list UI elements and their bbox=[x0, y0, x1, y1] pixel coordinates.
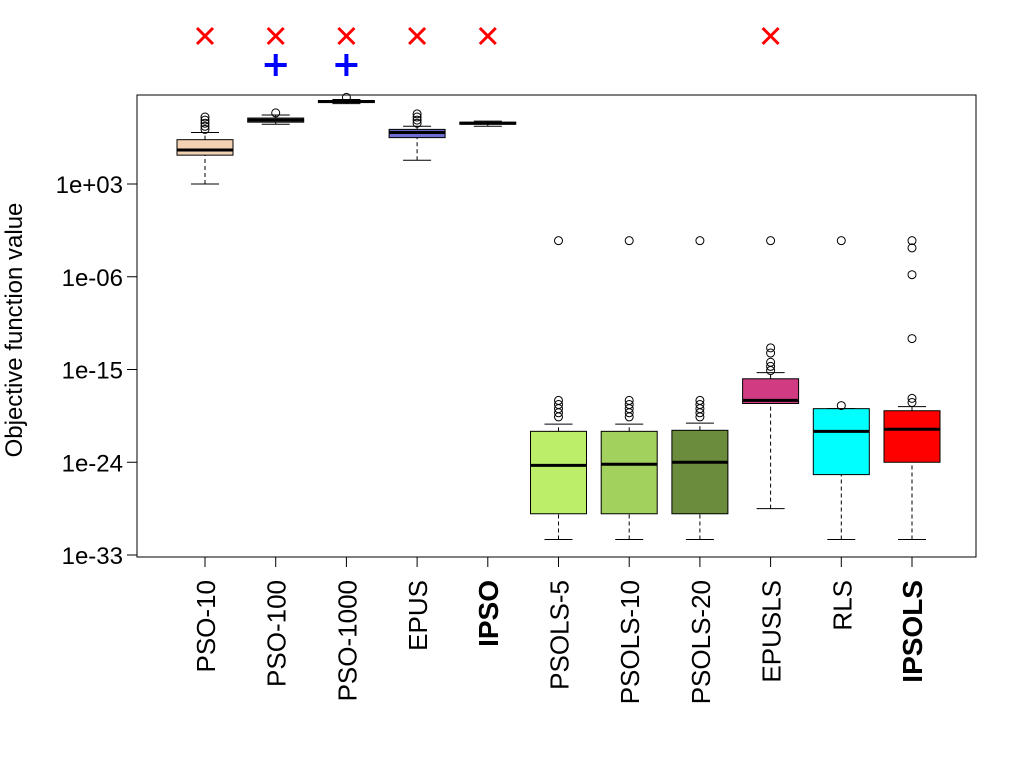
outlier-point bbox=[907, 334, 917, 344]
outlier-point bbox=[200, 124, 210, 134]
red-x-marker bbox=[761, 26, 780, 46]
significance-markers bbox=[195, 26, 780, 76]
x-category-label: PSOLS-10 bbox=[615, 580, 645, 704]
y-tick-label: 1e-33 bbox=[62, 543, 123, 570]
red-x-marker bbox=[266, 26, 285, 46]
outlier-point bbox=[836, 236, 846, 246]
outlier-point bbox=[695, 412, 705, 422]
box-epusls bbox=[742, 236, 800, 510]
y-axis: 1e+03 1e-06 1e-15 1e-24 1e-33 bbox=[56, 172, 138, 570]
outlier-point bbox=[412, 112, 422, 122]
y-tick-label: 1e-24 bbox=[62, 450, 123, 477]
x-category-label: RLS bbox=[827, 580, 857, 631]
outlier-point bbox=[907, 243, 917, 253]
box-psols-20 bbox=[671, 236, 729, 541]
outlier-point bbox=[907, 270, 917, 280]
outlier-point bbox=[200, 118, 210, 128]
y-tick-label: 1e+03 bbox=[56, 172, 123, 199]
red-x-marker bbox=[408, 26, 427, 46]
box-body bbox=[883, 410, 941, 463]
outlier-point bbox=[766, 348, 776, 358]
x-category-label: PSOLS-20 bbox=[686, 580, 716, 704]
red-x-marker bbox=[195, 26, 215, 46]
box-pso-10 bbox=[176, 112, 234, 185]
y-tick-label: 1e-15 bbox=[62, 358, 123, 385]
y-axis-title: Objective function value bbox=[1, 203, 28, 458]
outlier-point bbox=[200, 112, 210, 122]
outlier-point bbox=[907, 236, 917, 246]
outlier-point bbox=[200, 121, 210, 131]
box-epus bbox=[388, 109, 446, 161]
x-category-label: PSOLS-5 bbox=[545, 580, 575, 690]
blue-plus-marker bbox=[264, 54, 287, 76]
outlier-point bbox=[412, 109, 422, 119]
outlier-point bbox=[271, 108, 281, 118]
outlier-point bbox=[412, 118, 422, 128]
y-tick-label: 1e-06 bbox=[62, 265, 123, 292]
box-ipso bbox=[459, 120, 517, 127]
outlier-point bbox=[907, 397, 917, 407]
outlier-point bbox=[341, 92, 351, 102]
box-series bbox=[176, 92, 941, 541]
blue-plus-marker bbox=[335, 54, 358, 76]
box-pso-1000 bbox=[317, 92, 375, 105]
box-psols-5 bbox=[530, 236, 587, 541]
x-category-label: IPSOLS bbox=[897, 580, 928, 683]
outlier-point bbox=[907, 393, 917, 403]
outlier-point bbox=[695, 236, 705, 246]
outlier-point bbox=[766, 236, 776, 246]
box-psols-10 bbox=[600, 236, 658, 541]
outlier-point bbox=[766, 361, 776, 371]
box-body bbox=[600, 430, 658, 515]
box-body bbox=[176, 139, 234, 156]
x-category-label: IPSO bbox=[473, 580, 504, 647]
outlier-point bbox=[624, 412, 634, 422]
outlier-point bbox=[624, 236, 634, 246]
red-x-marker bbox=[478, 26, 497, 46]
x-category-label: PSO-10 bbox=[191, 580, 221, 673]
box-body bbox=[530, 430, 587, 515]
x-category-label: EPUS bbox=[403, 580, 433, 651]
outlier-point bbox=[624, 408, 634, 418]
outlier-point bbox=[412, 115, 422, 125]
outlier-point bbox=[695, 408, 705, 418]
box-rls bbox=[812, 236, 870, 541]
outlier-point bbox=[766, 343, 776, 353]
box-body bbox=[812, 408, 870, 476]
x-category-label: PSO-1000 bbox=[332, 580, 362, 701]
x-axis-labels: PSO-10 PSO-100 PSO-1000 EPUS IPSO PSOLS-5 PSOL… bbox=[191, 557, 928, 704]
outlier-point bbox=[200, 115, 210, 125]
red-x-marker bbox=[337, 26, 356, 46]
box-ipsols bbox=[883, 236, 941, 541]
x-category-label: EPUSLS bbox=[757, 580, 787, 683]
outlier-point bbox=[554, 412, 563, 422]
outlier-point bbox=[766, 366, 776, 376]
outlier-point bbox=[836, 401, 846, 411]
box-pso-100 bbox=[247, 108, 305, 125]
x-category-label: PSO-100 bbox=[262, 580, 292, 687]
box-body bbox=[671, 429, 729, 515]
outlier-point bbox=[554, 236, 563, 246]
outlier-point bbox=[554, 408, 563, 418]
